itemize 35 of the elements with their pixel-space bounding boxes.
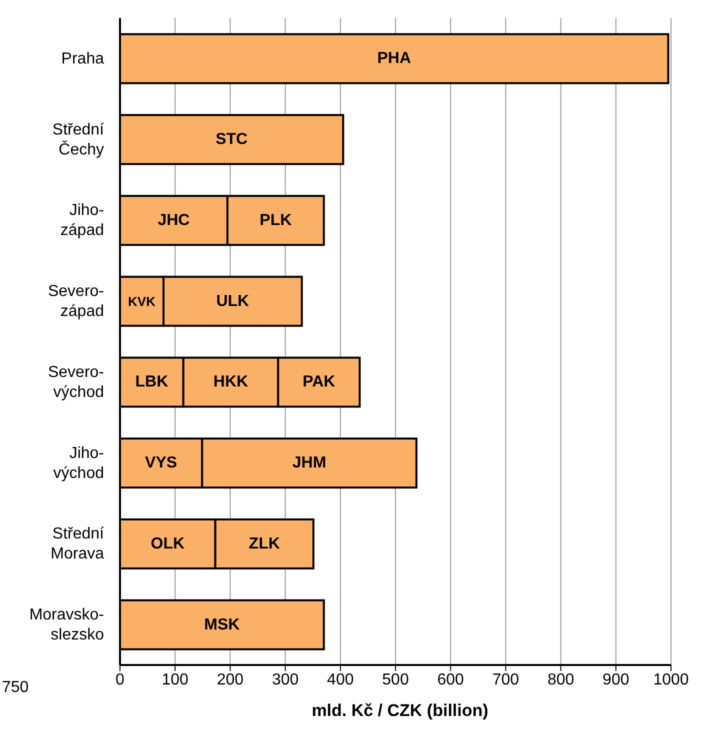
- y-tick-label: Praha: [61, 50, 104, 67]
- data-label: OLK: [150, 535, 185, 552]
- data-label: ULK: [216, 292, 250, 310]
- y-tick-label: Jiho- východ: [53, 444, 104, 482]
- x-tick-label: 300: [272, 671, 299, 688]
- x-tick-label: 200: [216, 671, 244, 688]
- x-tick-label: 600: [437, 671, 464, 688]
- x-tick-label: 100: [162, 671, 189, 688]
- x-tick-label: 400: [327, 671, 354, 688]
- y-tick-label: Střední Morava: [50, 525, 105, 562]
- data-label: PLK: [260, 212, 292, 229]
- y-tick-label: Severo- východ: [48, 363, 104, 400]
- y-tick-label: Jiho- západ: [60, 202, 104, 239]
- data-label: HKK: [213, 374, 249, 391]
- x-axis-title: mld. Kč / CZK (billion): [310, 701, 490, 721]
- x-tick-label: 0: [116, 671, 125, 688]
- data-label: PHA: [377, 50, 412, 68]
- x-tick-label: 500: [382, 671, 409, 688]
- y-tick-label: Moravsko- slezsko: [29, 606, 104, 644]
- text: 750: [2, 679, 29, 697]
- data-label: VYS: [145, 454, 178, 472]
- y-tick-label: Střední Čechy: [52, 120, 105, 158]
- data-label: STC: [216, 131, 248, 148]
- data-label: ZLK: [248, 535, 280, 552]
- data-label: JHM: [292, 454, 326, 472]
- x-tick-label: 700: [492, 671, 520, 688]
- x-tick-label: 1000: [653, 671, 689, 688]
- x-tick-label: 900: [602, 671, 630, 688]
- data-label: MSK: [204, 616, 240, 634]
- data-label: JHC: [158, 212, 190, 229]
- y-tick-label: Severo- západ: [48, 282, 104, 320]
- data-label: KVK: [128, 294, 156, 309]
- x-tick-label: 800: [547, 671, 574, 688]
- data-label: PAK: [302, 374, 336, 391]
- data-label: LBK: [135, 374, 169, 391]
